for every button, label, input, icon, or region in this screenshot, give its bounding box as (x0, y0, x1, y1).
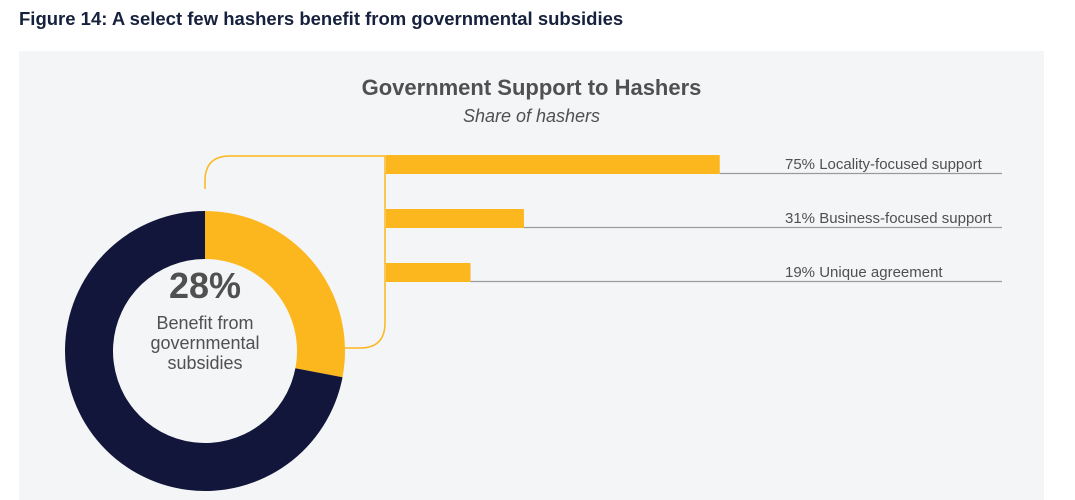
bar-chart: 75% Locality-focused support 31% Business… (386, 155, 1002, 283)
connector (204, 155, 386, 349)
bar-label: 75% Locality-focused support (785, 156, 983, 173)
chart-subtitle: Share of hashers (462, 106, 601, 126)
chart-title: Government Support to Hashers (361, 75, 702, 100)
donut-center-label-line: governmental (150, 333, 259, 353)
connector-line (204, 155, 386, 349)
bar (386, 155, 720, 174)
figure-caption: Figure 14: A select few hashers benefit … (19, 8, 624, 29)
donut-slice-other (64, 211, 343, 492)
chart-svg: 75% Locality-focused support 31% Business… (64, 155, 1002, 492)
donut-chart (64, 211, 345, 492)
bar (386, 209, 524, 228)
bar-label: 19% Unique agreement (785, 264, 943, 281)
donut-center: 28% Benefit from governmental subsidies (150, 265, 259, 373)
donut-center-label-line: subsidies (167, 353, 242, 373)
donut-center-value: 28% (169, 265, 241, 306)
donut-center-label-line: Benefit from (156, 313, 253, 333)
donut-slice-subsidized (205, 211, 345, 378)
bar-label: 31% Business-focused support (785, 210, 993, 227)
bar (386, 263, 471, 282)
chart-panel: Government Support to Hashers Share of h… (19, 51, 1044, 500)
